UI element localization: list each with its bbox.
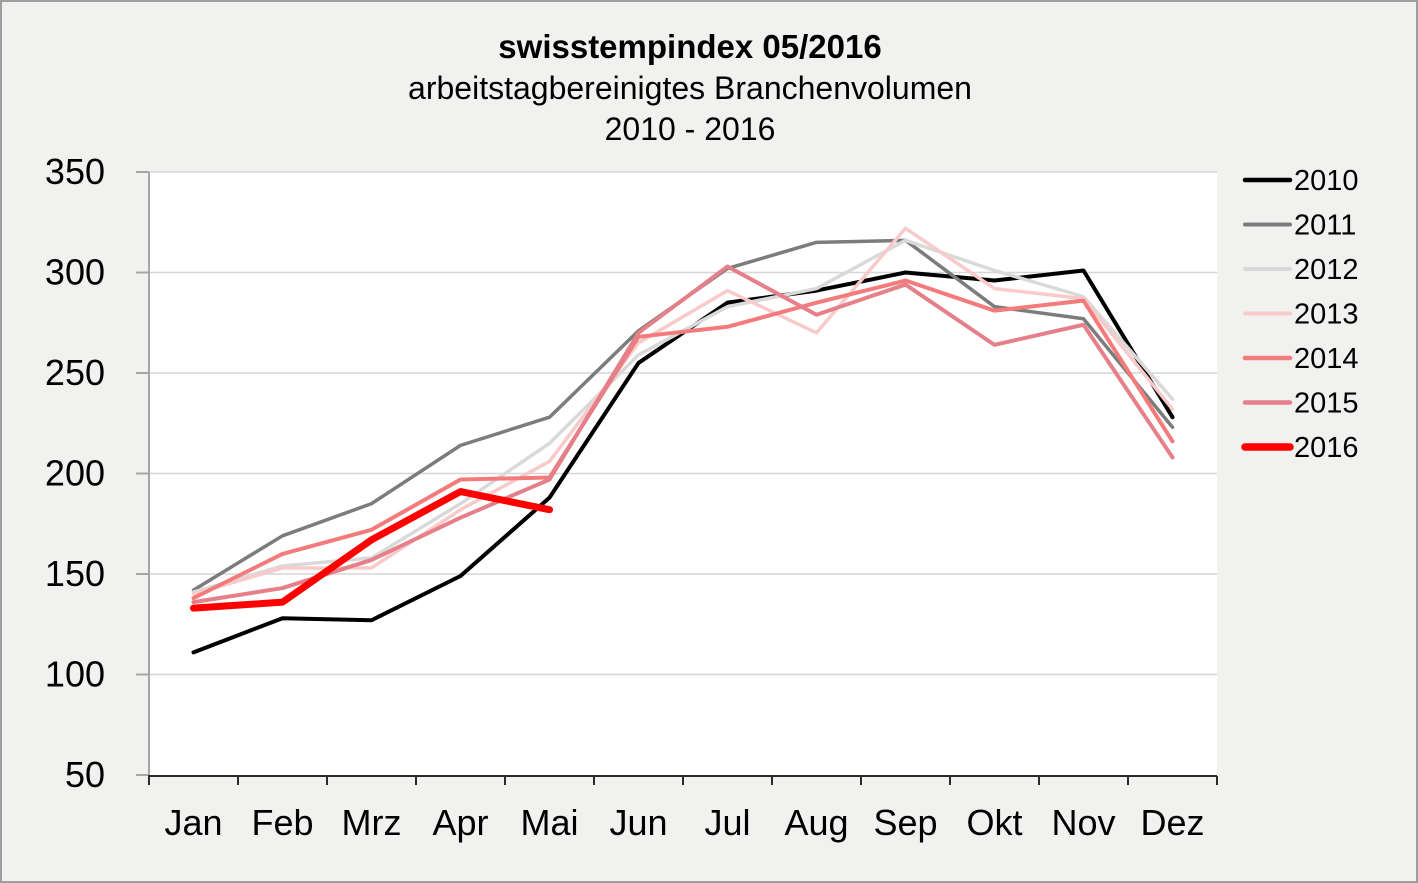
x-tick-label: Feb (251, 802, 313, 843)
legend-label-2010: 2010 (1294, 165, 1359, 197)
x-tick-label: Mai (520, 802, 578, 843)
series-line-2016 (190, 488, 553, 612)
chart-subtitle: arbeitstagbereinigtes Branchenvolumen (408, 70, 972, 106)
x-tick-label: Sep (873, 802, 937, 843)
x-tick-label: Jan (164, 802, 222, 843)
series-line-2013 (191, 226, 1175, 596)
x-tick-label: Mrz (342, 802, 402, 843)
series-line-2014 (191, 278, 1175, 601)
y-tick-label: 100 (45, 654, 105, 695)
x-tick-label: Aug (784, 802, 848, 843)
y-tick-label: 250 (45, 352, 105, 393)
y-tick-label: 150 (45, 553, 105, 594)
x-tick-label: Jul (704, 802, 750, 843)
chart-subtitle-years: 2010 - 2016 (605, 111, 776, 147)
legend-label-2016: 2016 (1294, 432, 1359, 464)
x-tick-label: Jun (609, 802, 667, 843)
legend-label-2011: 2011 (1294, 210, 1356, 242)
x-tick-label: Okt (966, 802, 1022, 843)
y-tick-label: 50 (65, 754, 105, 795)
x-tick-label: Apr (432, 802, 488, 843)
legend-label-2014: 2014 (1294, 343, 1359, 375)
chart-title: swisstempindex 05/2016 (498, 28, 881, 65)
x-tick-label: Dez (1140, 802, 1204, 843)
legend-label-2013: 2013 (1294, 299, 1359, 331)
series-line-2015 (191, 264, 1175, 605)
legend-label-2012: 2012 (1294, 254, 1359, 286)
y-tick-label: 300 (45, 252, 105, 293)
y-tick-label: 350 (45, 151, 105, 192)
y-tick-label: 200 (45, 453, 105, 494)
x-tick-label: Nov (1051, 802, 1115, 843)
legend-label-2015: 2015 (1294, 388, 1359, 420)
